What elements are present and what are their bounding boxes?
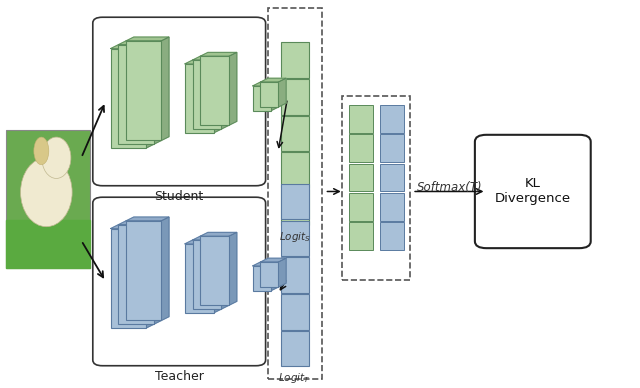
Bar: [185, 244, 214, 313]
Text: Teacher: Teacher: [155, 369, 204, 383]
Polygon shape: [229, 52, 237, 125]
Bar: [193, 60, 221, 129]
Polygon shape: [118, 221, 161, 225]
Bar: [200, 236, 229, 305]
Polygon shape: [161, 37, 169, 140]
Bar: [200, 56, 229, 125]
Ellipse shape: [34, 137, 49, 165]
Bar: [349, 192, 373, 221]
Bar: [280, 189, 308, 225]
Polygon shape: [200, 52, 237, 56]
Polygon shape: [200, 232, 237, 236]
Polygon shape: [253, 262, 278, 266]
Text: Student: Student: [155, 190, 204, 203]
Polygon shape: [221, 236, 229, 309]
FancyBboxPatch shape: [93, 17, 266, 186]
Text: Logit$_T$: Logit$_T$: [278, 371, 311, 385]
Bar: [280, 184, 308, 220]
Bar: [260, 262, 278, 287]
Polygon shape: [111, 45, 154, 48]
Polygon shape: [229, 232, 237, 305]
Bar: [380, 105, 404, 133]
Bar: [118, 225, 154, 324]
Bar: [280, 294, 308, 330]
Polygon shape: [185, 60, 221, 64]
Polygon shape: [253, 82, 278, 86]
FancyBboxPatch shape: [6, 130, 90, 268]
FancyBboxPatch shape: [475, 135, 591, 248]
Bar: [280, 42, 308, 78]
Text: Logit$_S$: Logit$_S$: [278, 230, 311, 244]
Bar: [253, 266, 271, 291]
Bar: [280, 79, 308, 114]
Polygon shape: [193, 236, 229, 240]
Polygon shape: [193, 56, 229, 60]
Polygon shape: [214, 240, 221, 313]
Polygon shape: [6, 220, 90, 268]
Polygon shape: [118, 41, 161, 45]
Bar: [280, 221, 308, 256]
Polygon shape: [146, 225, 154, 328]
Polygon shape: [214, 60, 221, 133]
Polygon shape: [126, 217, 169, 221]
Bar: [193, 240, 221, 309]
Bar: [126, 41, 161, 140]
Bar: [280, 152, 308, 188]
Bar: [349, 134, 373, 162]
Bar: [349, 105, 373, 133]
Bar: [380, 222, 404, 250]
Polygon shape: [278, 258, 286, 287]
Bar: [280, 116, 308, 151]
Polygon shape: [278, 78, 286, 107]
Polygon shape: [146, 45, 154, 148]
Bar: [380, 192, 404, 221]
Polygon shape: [185, 240, 221, 244]
Bar: [280, 331, 308, 367]
Bar: [126, 221, 161, 320]
Bar: [260, 82, 278, 107]
Bar: [111, 48, 146, 148]
Polygon shape: [260, 78, 286, 82]
Polygon shape: [126, 37, 169, 41]
Bar: [380, 163, 404, 192]
Ellipse shape: [42, 137, 71, 178]
Polygon shape: [260, 258, 286, 262]
Polygon shape: [221, 56, 229, 129]
Ellipse shape: [20, 158, 72, 227]
Bar: [118, 45, 154, 144]
Bar: [349, 163, 373, 192]
Polygon shape: [271, 82, 278, 111]
Text: KL
Divergence: KL Divergence: [495, 177, 571, 206]
Bar: [349, 222, 373, 250]
Text: Softmax(T): Softmax(T): [417, 181, 483, 194]
Bar: [280, 257, 308, 293]
Bar: [111, 229, 146, 328]
Polygon shape: [154, 41, 161, 144]
Bar: [185, 64, 214, 133]
Polygon shape: [271, 262, 278, 291]
FancyBboxPatch shape: [93, 197, 266, 366]
Bar: [380, 134, 404, 162]
Polygon shape: [154, 221, 161, 324]
Bar: [253, 86, 271, 111]
Polygon shape: [161, 217, 169, 320]
Polygon shape: [111, 225, 154, 229]
